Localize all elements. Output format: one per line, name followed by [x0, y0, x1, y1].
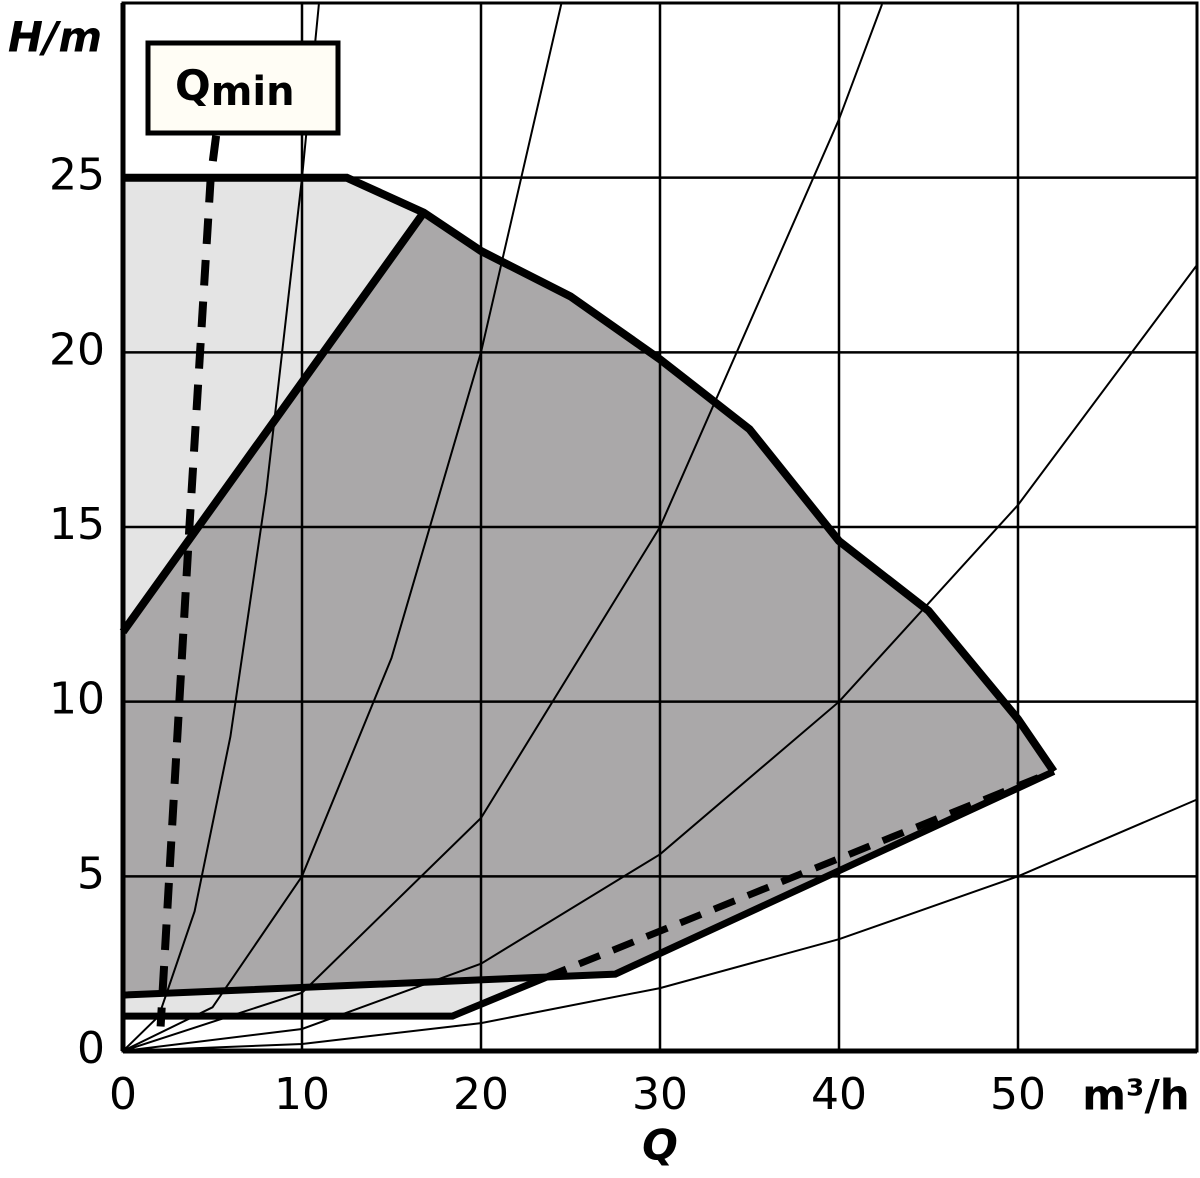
- curve: [156, 135, 221, 1027]
- curve: [119, 210, 427, 635]
- curve: [123, 974, 547, 1020]
- annotation-main: Q: [175, 61, 211, 110]
- y-tick-label: 15: [49, 499, 105, 550]
- x-axis-unit: m³/h: [1082, 1071, 1189, 1120]
- x-tick-label: 40: [811, 1069, 867, 1120]
- x-axis-label: Q: [642, 1121, 678, 1170]
- x-tick-label: 10: [274, 1069, 330, 1120]
- curve: [123, 173, 1058, 774]
- y-axis-label: H/m: [8, 13, 102, 62]
- y-tick-label: 20: [49, 324, 105, 375]
- x-tick-label: 0: [109, 1069, 137, 1120]
- curve: [122, 768, 1056, 999]
- y-tick-label: 0: [77, 1023, 105, 1074]
- annotation-sub: min: [211, 69, 295, 115]
- curve: [122, 264, 1198, 1052]
- x-tick-label: 20: [453, 1069, 509, 1120]
- annotation: Qmin: [175, 61, 295, 116]
- area: [123, 212, 1054, 996]
- x-tick-label: 30: [632, 1069, 688, 1120]
- curve: [122, 4, 883, 1052]
- curve: [544, 771, 1047, 981]
- x-tick-label: 50: [990, 1069, 1046, 1120]
- y-tick-label: 5: [77, 848, 105, 899]
- y-tick-label: 10: [49, 674, 105, 725]
- curve: [122, 798, 1198, 1052]
- y-tick-label: 25: [49, 150, 105, 201]
- annotation-box: [145, 40, 341, 136]
